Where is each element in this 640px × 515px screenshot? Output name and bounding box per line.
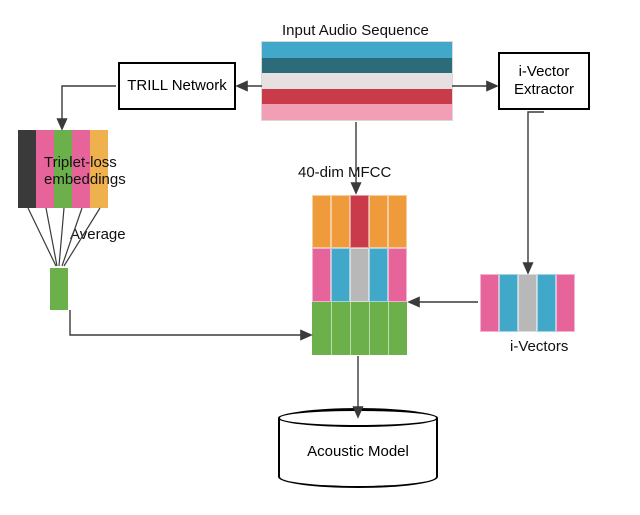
acoustic-model-cylinder: Acoustic Model [278,408,438,488]
ivector-extractor-label-1: i-Vector [519,63,570,80]
ivector-extractor-label-2: Extractor [514,81,574,98]
trill-label: TRILL Network [127,77,226,95]
triplet-embeddings-label: Triplet-loss embeddings [44,154,126,188]
acoustic-model-label: Acoustic Model [307,443,409,460]
ivectors-label: i-Vectors [510,338,568,355]
average-output-block [50,268,68,310]
input-audio-block [262,42,452,120]
mfcc-label: 40-dim MFCC [298,164,391,181]
input-audio-label: Input Audio Sequence [282,22,429,39]
diagram-root: Input Audio Sequence TRILL Network i-Vec… [0,0,640,515]
trill-network-box: TRILL Network [118,62,236,110]
ivector-extractor-box: i-Vector Extractor [498,52,590,110]
feature-stack-block [312,195,407,355]
average-label: Average [70,226,126,243]
ivectors-block [480,274,575,332]
